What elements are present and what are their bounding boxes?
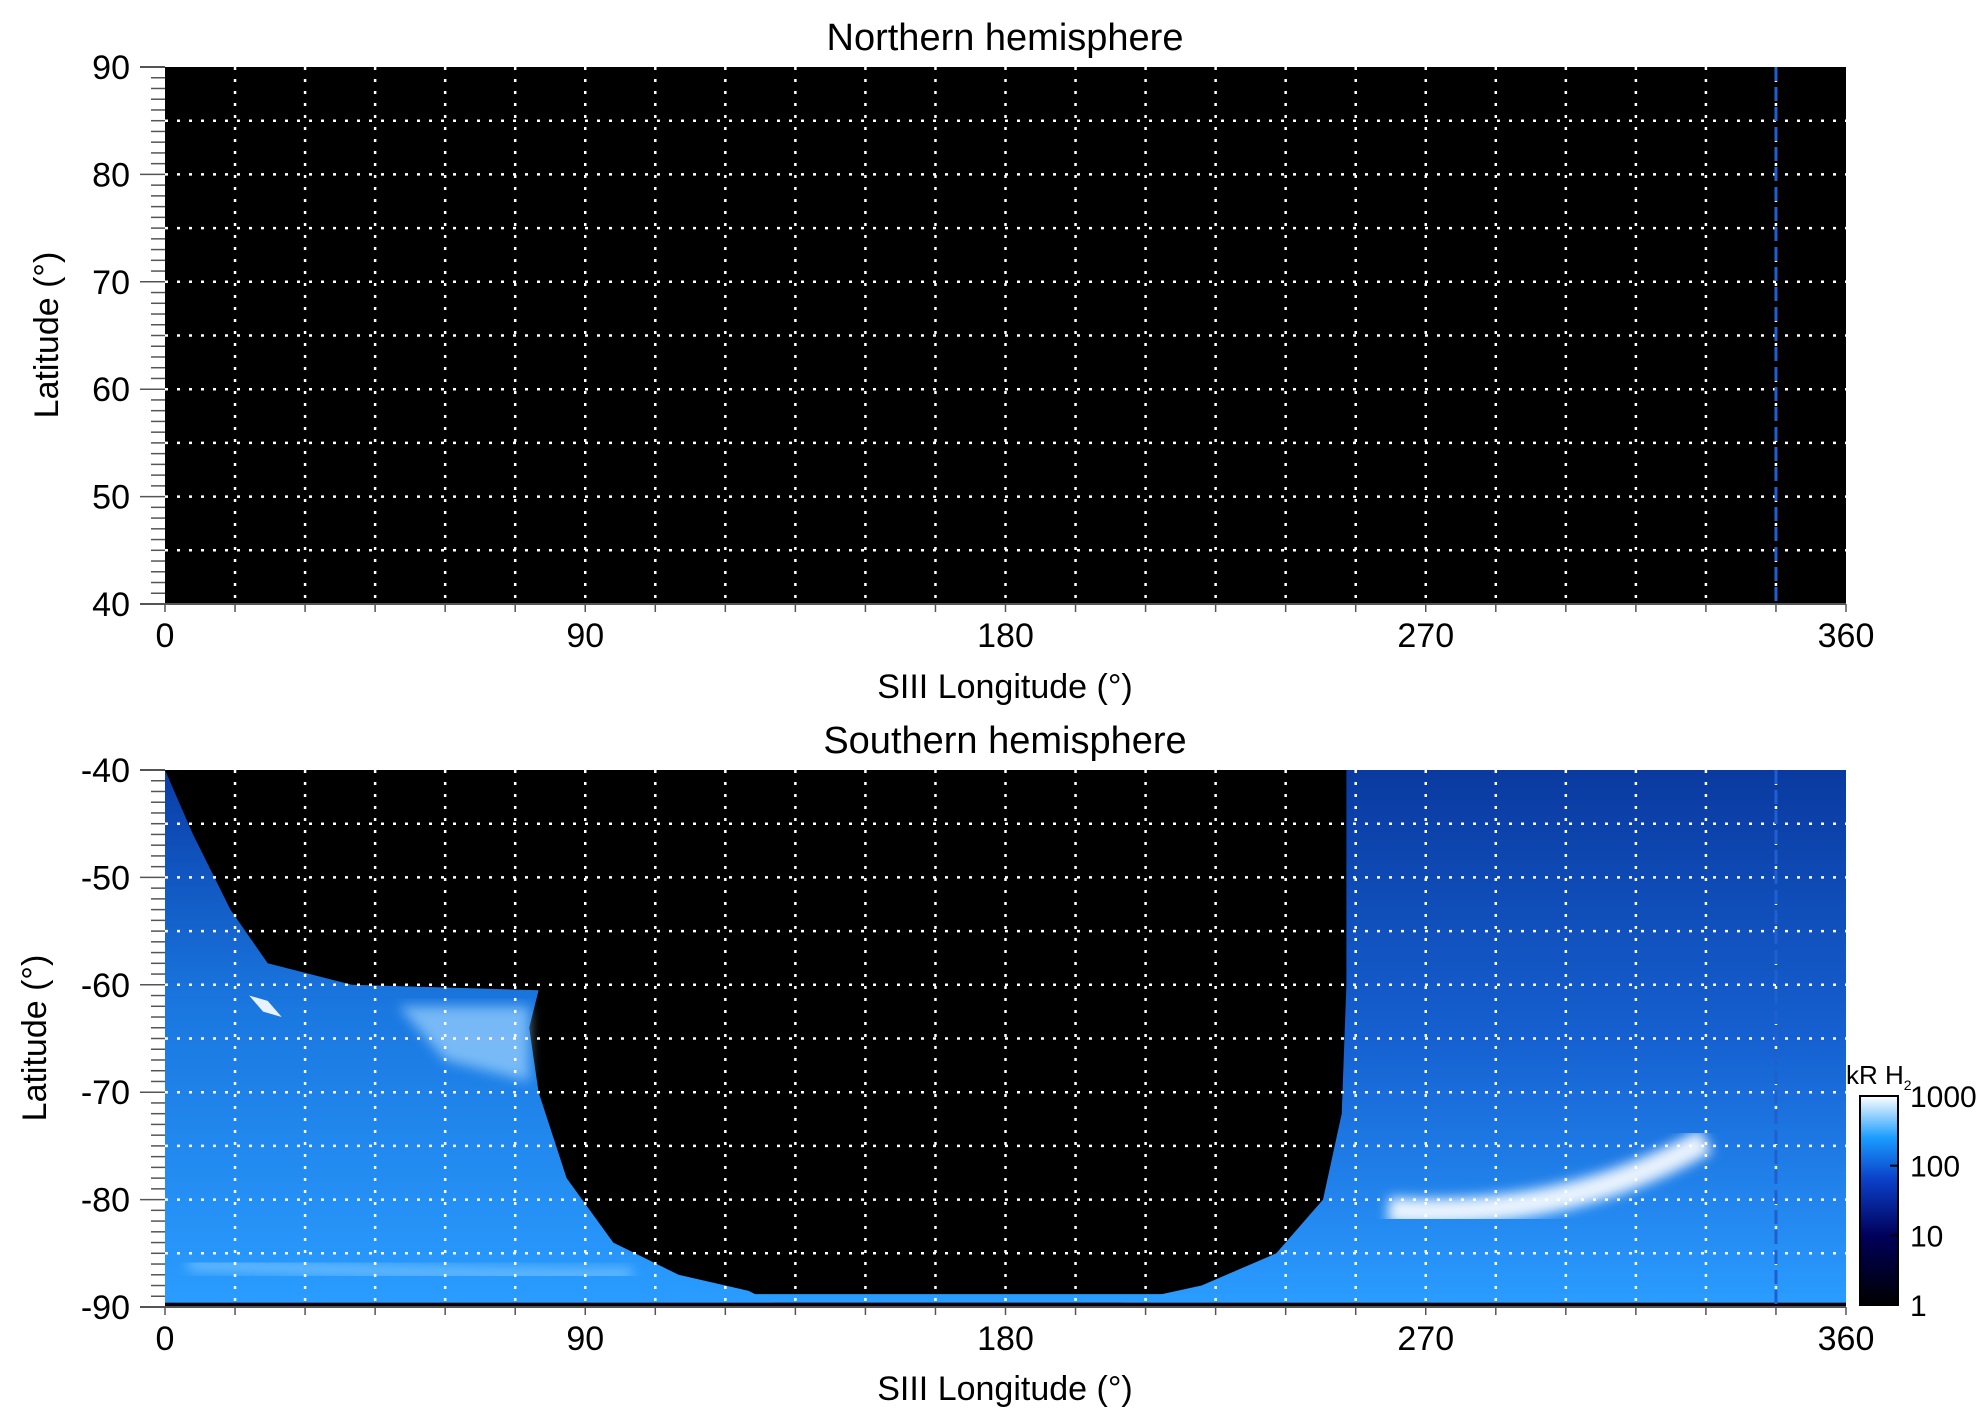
y-tick-label: -40 — [81, 752, 130, 790]
main-oval-arc — [1387, 1129, 1713, 1225]
colorbar — [1859, 1095, 1899, 1306]
x-tick-label: 360 — [1818, 617, 1875, 655]
bottom-ylabel: Latitude (°) — [16, 955, 54, 1122]
y-tick-label: -60 — [81, 967, 130, 1005]
x-tick-label: 270 — [1397, 1320, 1454, 1358]
x-tick-label: 90 — [566, 1320, 604, 1358]
bottom-grid — [165, 770, 1846, 1307]
y-tick-label: 60 — [92, 371, 130, 409]
bottom-axes: 0 90 180 270 360 -90 -80 -70 -60 -50 -40 — [81, 752, 1875, 1358]
y-tick-label: 70 — [92, 264, 130, 302]
colorbar-tick-label: 100 — [1910, 1151, 1960, 1184]
data-gap-band — [165, 1302, 1846, 1307]
x-tick-label: 0 — [156, 1320, 175, 1358]
top-ylabel: Latitude (°) — [28, 252, 66, 419]
top-xlabel: SIII Longitude (°) — [877, 668, 1133, 706]
bottom-xlabel: SIII Longitude (°) — [877, 1370, 1133, 1408]
y-tick-label: -90 — [81, 1289, 130, 1327]
top-title: Northern hemisphere — [827, 17, 1184, 59]
colorbar-ticks: 1 10 100 1000 — [1890, 1081, 1977, 1323]
y-tick-label: 50 — [92, 479, 130, 517]
bottom-title: Southern hemisphere — [823, 720, 1186, 762]
x-tick-label: 270 — [1397, 617, 1454, 655]
colorbar-tick-label: 1 — [1910, 1290, 1927, 1323]
y-tick-label: -50 — [81, 859, 130, 897]
y-tick-label: 80 — [92, 156, 130, 194]
x-tick-label: 180 — [977, 617, 1034, 655]
top-grid — [165, 67, 1846, 604]
colorbar-label: kR H2 — [1846, 1060, 1912, 1093]
colorbar-tick-label: 1000 — [1910, 1081, 1977, 1114]
y-tick-label: 40 — [92, 586, 130, 624]
bright-patch-west — [398, 1006, 530, 1082]
bright-spot — [249, 995, 282, 1017]
y-tick-label: -80 — [81, 1182, 130, 1220]
x-tick-label: 90 — [566, 617, 604, 655]
colorbar-tick-label: 10 — [1910, 1220, 1943, 1253]
polar-arc-west — [188, 1257, 632, 1282]
y-tick-label: 90 — [92, 49, 130, 87]
x-tick-label: 0 — [156, 617, 175, 655]
top-axes: 0 90 180 270 360 40 50 60 70 80 90 — [92, 49, 1874, 655]
y-tick-label: -70 — [81, 1074, 130, 1112]
x-tick-label: 180 — [977, 1320, 1034, 1358]
x-tick-label: 360 — [1818, 1320, 1875, 1358]
